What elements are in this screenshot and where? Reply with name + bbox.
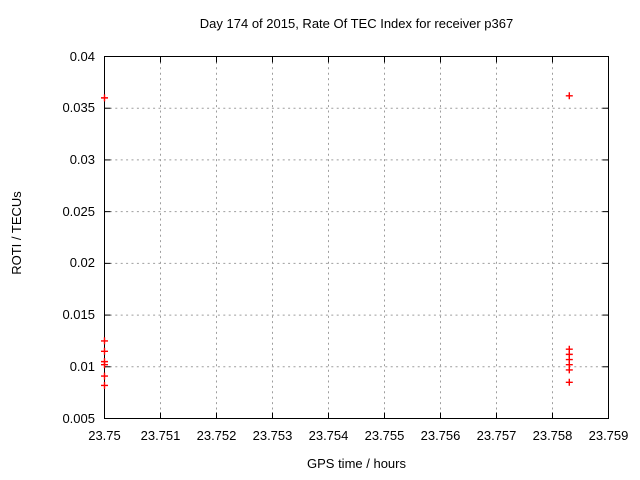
y-tick-label: 0.03	[69, 151, 95, 167]
y-tick-label: 0.04	[69, 48, 95, 64]
x-tick-label: 23.759	[588, 428, 629, 443]
x-tick-label: 23.754	[308, 428, 349, 443]
x-tick-label: 23.753	[252, 428, 293, 443]
data-point-marker	[565, 366, 573, 374]
data-point-marker	[565, 378, 573, 386]
data-point-marker	[101, 381, 108, 389]
data-point-marker	[565, 92, 573, 100]
x-tick-label: 23.75	[88, 428, 121, 443]
plot-border	[104, 56, 609, 419]
y-tick-label: 0.015	[62, 307, 95, 323]
y-tick-label: 0.035	[62, 100, 95, 116]
x-tick-label: 23.752	[196, 428, 237, 443]
data-point-marker	[101, 361, 108, 369]
y-tick-label: 0.01	[69, 358, 95, 374]
x-tick-label: 23.757	[476, 428, 517, 443]
y-tick-label: 0.025	[62, 203, 95, 219]
x-tick-label: 23.758	[532, 428, 573, 443]
data-point-marker	[101, 347, 108, 355]
y-tick-label: 0.02	[69, 255, 95, 271]
x-tick-label: 23.756	[420, 428, 461, 443]
data-point-marker	[101, 372, 108, 380]
chart-title: Day 174 of 2015, Rate Of TEC Index for r…	[199, 16, 514, 31]
y-tick-label: 0.005	[62, 410, 95, 426]
data-point-marker	[101, 94, 108, 102]
x-tick-label: 23.755	[364, 428, 405, 443]
x-axis-title: GPS time / hours	[307, 456, 406, 471]
x-tick-label: 23.751	[140, 428, 181, 443]
data-point-marker	[101, 337, 108, 345]
